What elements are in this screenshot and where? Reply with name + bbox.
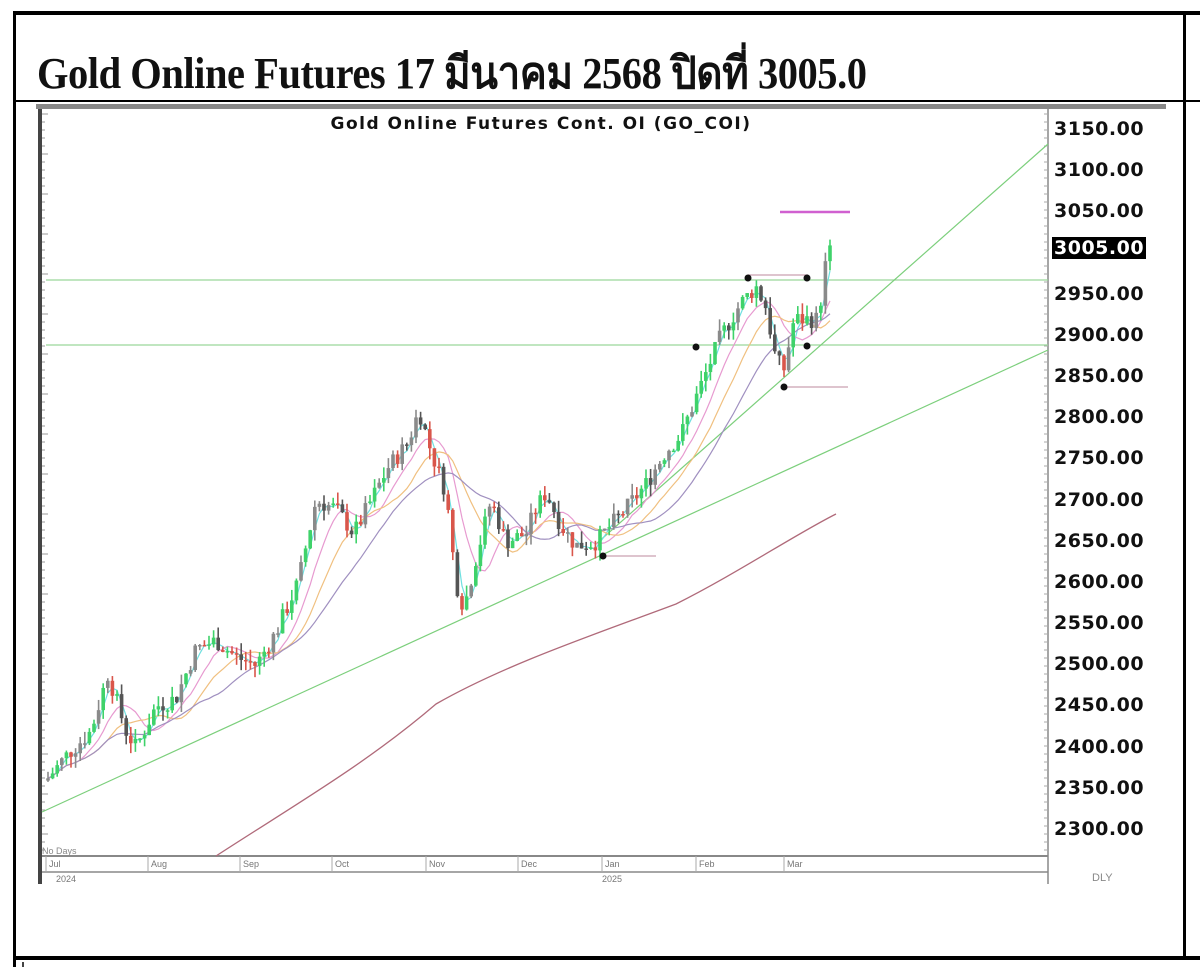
y-axis-label: 3100.00 bbox=[1054, 159, 1145, 182]
y-axis-label: 2500.00 bbox=[1054, 653, 1145, 676]
y-axis-label: 2850.00 bbox=[1054, 365, 1145, 388]
chart-title: Gold Online Futures Cont. OI (GO_COI) bbox=[330, 114, 752, 134]
y-axis-label: 2900.00 bbox=[1054, 323, 1145, 346]
x-axis-label: Jan bbox=[605, 859, 620, 869]
chart-top-bar bbox=[36, 104, 1166, 109]
frame-left-border bbox=[13, 11, 16, 967]
x-axis-label: Jul bbox=[49, 859, 61, 869]
y-axis-label: 2800.00 bbox=[1054, 406, 1145, 429]
y-axis-label: 2450.00 bbox=[1054, 694, 1145, 717]
period-label: DLY bbox=[1092, 872, 1113, 884]
y-axis-label: 2400.00 bbox=[1054, 735, 1145, 758]
page-headline: Gold Online Futures 17 มีนาคม 2568 ปิดที… bbox=[37, 49, 867, 98]
y-axis-label: 2650.00 bbox=[1054, 529, 1145, 552]
decorative-mark bbox=[22, 962, 24, 967]
no-days-label: No Days bbox=[42, 846, 77, 856]
x-axis-label: Aug bbox=[151, 859, 168, 869]
x-axis-label: Sep bbox=[243, 859, 260, 869]
y-axis-label: 3005.00 bbox=[1052, 237, 1147, 260]
y-axis-label: 2950.00 bbox=[1054, 282, 1145, 305]
y-axis-label: 2550.00 bbox=[1054, 612, 1145, 635]
y-axis-label: 2300.00 bbox=[1054, 818, 1145, 840]
y-axis-label: 2600.00 bbox=[1054, 570, 1145, 593]
x-axis-label: Dec bbox=[521, 859, 538, 869]
year-label-2025: 2025 bbox=[602, 874, 623, 884]
chart-plot-area bbox=[38, 109, 1049, 884]
x-axis-label: Oct bbox=[335, 859, 350, 869]
x-axis-label: Feb bbox=[699, 859, 715, 869]
y-axis-label: 2700.00 bbox=[1054, 488, 1145, 511]
x-axis-label: Nov bbox=[429, 859, 446, 869]
y-axis-label: 3150.00 bbox=[1054, 118, 1145, 140]
frame-bottom-border bbox=[13, 956, 1200, 960]
frame-divider bbox=[13, 100, 1200, 102]
price-chart: Gold Online Futures Cont. OI (GO_COI) bbox=[36, 104, 1166, 884]
y-axis-label: 2350.00 bbox=[1054, 776, 1145, 799]
frame-top-border bbox=[13, 11, 1200, 15]
y-axis-label: 2750.00 bbox=[1054, 447, 1145, 470]
frame-right-border bbox=[1183, 11, 1186, 956]
year-label-2024: 2024 bbox=[56, 874, 77, 884]
x-axis-label: Mar bbox=[787, 859, 803, 869]
y-axis-label: 3050.00 bbox=[1054, 200, 1145, 223]
